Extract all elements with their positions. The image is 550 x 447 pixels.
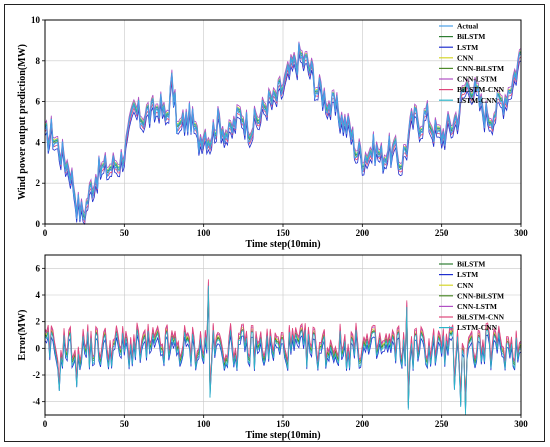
x-tick-label: 150 — [276, 419, 290, 429]
error-line-bilstm-cnn — [44, 279, 522, 407]
y-tick-label: 6 — [36, 263, 41, 273]
y-tick-label: 2 — [36, 317, 41, 327]
legend-label: BiLSTM-CNN — [457, 313, 505, 322]
legend-label: CNN-BiLSTM — [457, 64, 504, 73]
y-tick-label: 10 — [31, 15, 41, 25]
legend-label: CNN — [457, 53, 474, 62]
x-axis-label: Time step(10min) — [245, 430, 320, 441]
figure-frame — [4, 4, 545, 442]
error-line-lstm-cnn — [44, 285, 522, 416]
y-axis-label: Error(MW) — [17, 310, 28, 361]
x-tick-label: 200 — [356, 419, 370, 429]
legend-label: LSTM-CNN — [457, 96, 498, 105]
x-tick-label: 50 — [120, 419, 130, 429]
x-tick-label: 250 — [435, 419, 449, 429]
plot-border — [44, 254, 522, 416]
plot-border — [44, 19, 522, 225]
legend-label: LSTM — [457, 43, 478, 52]
x-tick-label: 100 — [197, 419, 211, 429]
legend-label: BiLSTM — [457, 260, 485, 269]
legend-label: Actual — [457, 22, 478, 31]
legend-label: CNN-LSTM — [457, 302, 497, 311]
x-tick-label: 0 — [43, 228, 48, 238]
legend-label: BiLSTM — [457, 32, 485, 41]
x-tick-label: 100 — [197, 228, 211, 238]
error-line-lstm — [44, 294, 522, 413]
y-tick-label: -4 — [33, 397, 41, 407]
x-tick-label: 300 — [514, 419, 528, 429]
legend-label: CNN — [457, 281, 474, 290]
y-tick-label: 2 — [36, 178, 41, 188]
series-line-bilstm-cnn — [44, 50, 522, 224]
x-tick-label: 300 — [514, 228, 528, 238]
legend-label: LSTM — [457, 270, 478, 279]
legend-label: LSTM-CNN — [457, 323, 498, 332]
x-tick-label: 50 — [120, 228, 130, 238]
y-tick-label: 4 — [36, 290, 41, 300]
series-line-lstm — [44, 53, 522, 225]
x-axis-label: Time step(10min) — [245, 239, 320, 250]
y-tick-label: 8 — [36, 56, 41, 66]
y-tick-label: -2 — [33, 370, 41, 380]
y-tick-label: 4 — [36, 137, 41, 147]
legend-label: CNN-BiLSTM — [457, 291, 504, 300]
x-tick-label: 250 — [435, 228, 449, 238]
prediction-chart: 0 50 100 150 200 250 300 0 2 4 6 8 10 Time step(10min… — [17, 15, 528, 250]
x-tick-label: 0 — [43, 419, 48, 429]
y-tick-label: 0 — [36, 219, 41, 229]
error-chart: 0 50 100 150 200 250 300 -4 -2 0 2 4 6 Time step(10mi… — [17, 254, 528, 441]
y-axis-label: Wind power output prediction(MW) — [17, 44, 28, 200]
y-tick-label: 6 — [36, 97, 41, 107]
legend-label: BiLSTM-CNN — [457, 85, 505, 94]
legend-label: CNN-LSTM — [457, 75, 497, 84]
series-line-actual — [44, 42, 521, 222]
y-tick-label: 0 — [36, 343, 41, 353]
x-tick-label: 200 — [356, 228, 370, 238]
x-tick-label: 150 — [276, 228, 290, 238]
